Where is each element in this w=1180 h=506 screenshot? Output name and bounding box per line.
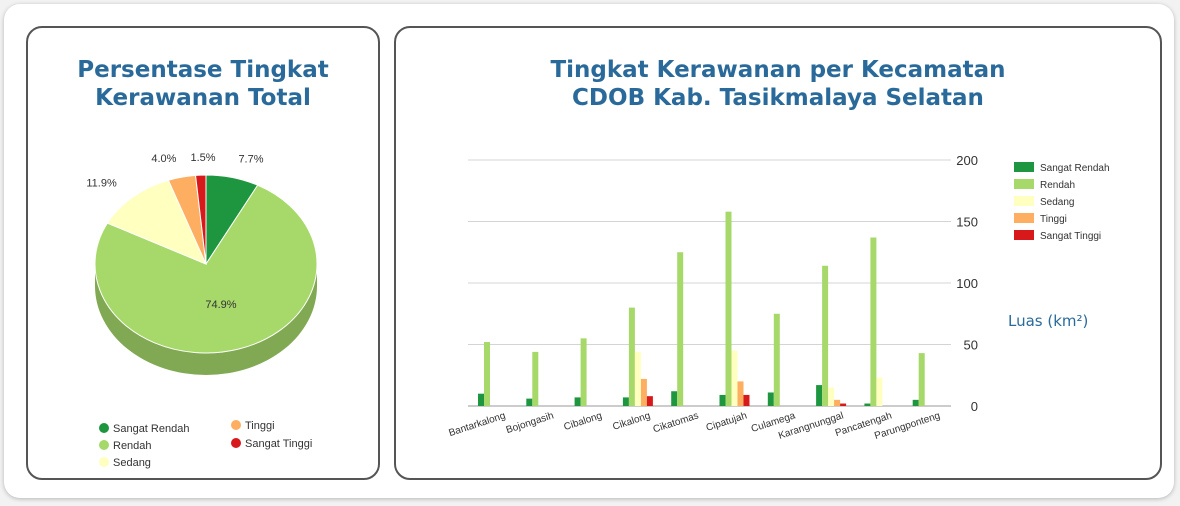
legend-label: Sedang — [1040, 197, 1074, 208]
bar-sangat-rendah — [864, 403, 871, 406]
bar-sangat-rendah — [622, 397, 629, 406]
legend-swatch — [1014, 230, 1034, 240]
bar-rendah — [484, 342, 490, 406]
pie-label: 1.5% — [190, 152, 215, 164]
pie-slice-sangat-tinggi — [194, 174, 207, 265]
pie-legend-item: Sangat Rendah — [99, 423, 189, 435]
legend-swatch — [99, 440, 109, 450]
bar-tinggi — [737, 381, 744, 406]
legend-swatch — [231, 438, 241, 448]
y-tick-label: 100 — [956, 276, 978, 291]
legend-swatch — [1014, 196, 1034, 206]
bar-legend-item: Tinggi — [1014, 213, 1067, 225]
x-tick-label: Bantarkalong — [447, 410, 506, 439]
pie-legend-item: Sedang — [99, 457, 151, 469]
legend-label: Sangat Rendah — [1040, 163, 1110, 174]
bar-tinggi — [834, 399, 841, 406]
bar-sangat-tinggi — [743, 394, 750, 406]
pie-label: 74.9% — [205, 299, 236, 311]
y-tick-label: 200 — [956, 153, 978, 168]
legend-label: Rendah — [1040, 180, 1075, 191]
x-tick-label: Cipatujah — [705, 410, 749, 434]
legend-swatch — [99, 457, 109, 467]
pie-label: 11.9% — [86, 177, 117, 189]
bar-chart-title: Tingkat Kerawanan per Kecamatan CDOB Kab… — [550, 57, 1006, 111]
bar-sangat-rendah — [574, 397, 581, 406]
pie-chart: 7.7% 74.9% 11.9% 4.0% 1.5% Sangat Rendah Renda… — [86, 152, 318, 469]
bar-legend-item: Sangat Rendah — [1014, 162, 1110, 174]
bar-tinggi — [640, 378, 647, 406]
bar-sangat-tinggi — [840, 403, 847, 406]
bar-chart-panel: Tingkat Kerawanan per Kecamatan CDOB Kab… — [394, 26, 1162, 480]
pie-chart-panel: Persentase Tingkat Kerawanan Total 7.7% 7… — [26, 26, 380, 480]
legend-label: Sangat Tinggi — [1040, 231, 1101, 242]
bar-sangat-rendah — [719, 394, 726, 406]
bar-sedang — [731, 350, 738, 406]
legend-swatch — [231, 420, 241, 430]
bar-sangat-tinggi — [646, 396, 653, 406]
pie-label: 4.0% — [151, 153, 176, 165]
x-tick-label: Bojongasih — [505, 410, 555, 436]
legend-label: Sedang — [113, 457, 151, 469]
dashboard-card: Persentase Tingkat Kerawanan Total 7.7% 7… — [4, 4, 1174, 498]
pie-slice-sedang — [106, 179, 207, 265]
legend-swatch — [1014, 162, 1034, 172]
pie-legend-item: Sangat Tinggi — [231, 438, 312, 450]
bar-legend-item: Sangat Tinggi — [1014, 230, 1101, 242]
pie-side — [95, 264, 317, 375]
x-tick-label: Cikalong — [611, 410, 651, 432]
y-tick-label: 50 — [964, 338, 978, 353]
x-tick-label: Cikatomas — [652, 410, 700, 435]
bar-legend-item: Sedang — [1014, 196, 1074, 208]
y-tick-label: 0 — [971, 399, 978, 414]
pie-legend-item: Tinggi — [231, 420, 275, 432]
pie-slice-rendah — [94, 184, 318, 354]
legend-label: Sangat Rendah — [113, 423, 189, 435]
legend-label: Sangat Tinggi — [245, 438, 312, 450]
bar-rendah — [773, 313, 780, 406]
legend-swatch — [99, 423, 109, 433]
legend-swatch — [1014, 179, 1034, 189]
bar-sedang — [828, 387, 835, 406]
bar-rendah — [628, 307, 635, 406]
bar-rendah — [725, 211, 732, 406]
legend-label: Rendah — [113, 440, 152, 452]
y-axis-label: Luas (km²) — [1008, 312, 1089, 330]
bar-sedang — [634, 351, 641, 406]
bar-sangat-rendah — [671, 391, 678, 406]
bar-rendah — [532, 351, 539, 406]
legend-label: Tinggi — [1040, 214, 1067, 225]
bar-rendah — [580, 338, 587, 406]
bar-sangat-rendah — [912, 399, 919, 406]
bar-rendah — [870, 237, 877, 406]
legend-label: Tinggi — [245, 420, 275, 432]
bar-rendah — [677, 252, 684, 406]
x-tick-label: Cibalong — [563, 410, 604, 433]
pie-side-rendah — [95, 264, 317, 375]
pie-chart-title: Persentase Tingkat Kerawanan Total — [77, 57, 329, 111]
bar-rendah — [918, 353, 925, 406]
bar-sedang — [876, 377, 883, 406]
bar-sangat-rendah — [478, 393, 484, 406]
bar-rendah — [822, 265, 829, 406]
bar-sangat-rendah — [816, 385, 823, 406]
bar-sangat-rendah — [767, 392, 774, 406]
bar-sangat-rendah — [526, 398, 533, 406]
legend-swatch — [1014, 213, 1034, 223]
y-tick-label: 150 — [956, 215, 978, 230]
bar-legend-item: Rendah — [1014, 179, 1075, 191]
pie-label: 7.7% — [238, 154, 263, 166]
pie-legend-item: Rendah — [99, 440, 152, 452]
